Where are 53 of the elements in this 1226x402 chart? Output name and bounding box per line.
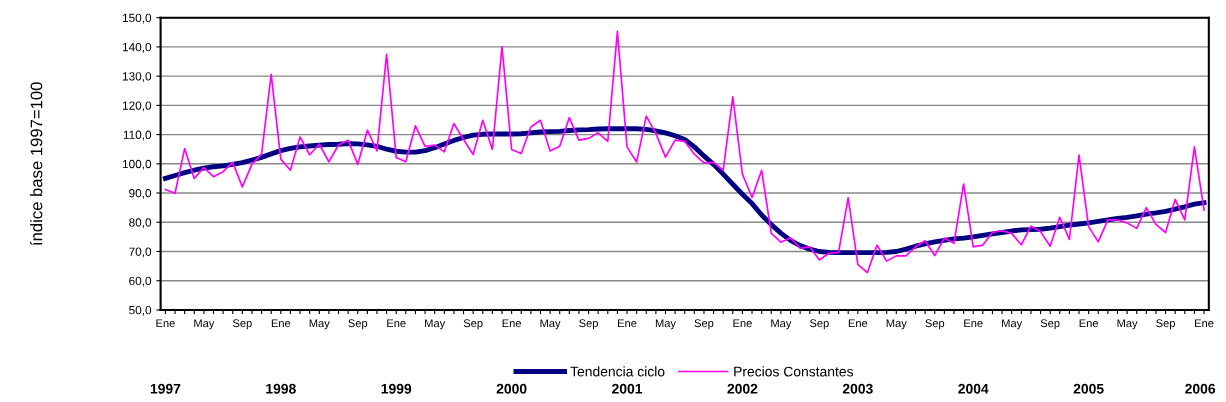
y-tick-label: 120,0 [122,101,152,112]
x-tick-label: Ene [156,319,175,328]
x-tick-label: May [1002,319,1023,330]
x-tick-label: May [309,319,330,330]
x-tick-label: Ene [848,319,868,328]
x-tick-label: May [425,319,446,330]
y-tick-label: 90,0 [129,189,152,199]
x-tick-label: Ene [1195,319,1214,328]
x-tick-label: Sep [809,319,829,330]
x-tick-label: May [655,319,676,330]
x-tick-label: May [886,319,907,330]
text: 1999 [381,383,412,394]
y-axis-title: índice base 1997=100 [29,82,43,245]
y-tick-label: 100,0 [122,159,152,170]
y-tick-label: 60,0 [129,276,152,287]
x-tick-label: May [540,319,561,330]
y-tick-label: 130,0 [122,72,152,82]
x-tick-label: Ene [1079,319,1099,328]
y-tick-label: 110,0 [123,130,152,141]
y-tick-label: 140,0 [122,42,152,53]
text: 2001 [612,383,643,394]
x-tick-label: Ene [733,319,752,328]
x-tick-label: Ene [618,319,637,328]
x-tick-label: Ene [387,319,406,328]
legend-label: Tendencia ciclo [570,366,665,377]
x-tick-label: May [194,319,215,330]
text: 2002 [727,383,758,394]
x-tick-label: Sep [579,319,598,330]
x-tick-label: May [771,319,792,330]
text: 2003 [842,383,873,394]
text: 2005 [1073,383,1104,394]
x-tick-label: Sep [694,319,714,330]
x-tick-label: Ene [271,319,291,328]
x-tick-label: Ene [502,319,522,328]
y-tick-label: 70,0 [129,247,152,258]
x-tick-label: Sep [463,319,483,330]
x-tick-label: Sep [1156,319,1175,330]
text: 2006 [1185,383,1216,394]
y-tick-label: 50,0 [129,305,152,316]
y-tick-label: 150,0 [122,13,152,24]
x-tick-label: Sep [925,319,945,330]
line-series [164,30,1205,274]
x-tick-label: Ene [964,319,983,328]
text: 2000 [496,383,527,394]
x-tick-label: May [1117,319,1138,330]
text: 1997 [150,383,181,394]
text: 2004 [958,383,989,394]
y-tick-label: 80,0 [129,218,152,229]
x-tick-label: Sep [232,319,252,330]
x-tick-label: Sep [1040,319,1060,330]
legend-label: Precios Constantes [734,366,854,377]
text: 1998 [266,383,296,394]
x-tick-label: Sep [348,319,368,330]
